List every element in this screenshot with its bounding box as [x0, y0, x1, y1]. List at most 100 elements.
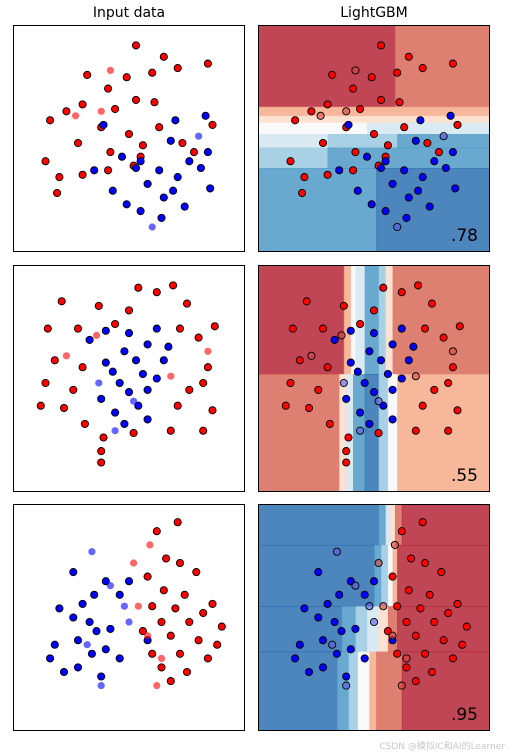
- train-point-blue: [152, 324, 161, 333]
- test-point-blue: [97, 682, 105, 690]
- train-point-red: [208, 406, 217, 415]
- train-point-red: [157, 663, 166, 672]
- train-point-blue: [430, 157, 439, 166]
- train-point-red: [175, 649, 185, 658]
- train-point-red: [453, 120, 462, 129]
- test-point-red: [72, 112, 80, 120]
- train-point-red: [129, 428, 138, 438]
- train-point-blue: [330, 335, 339, 344]
- train-point-red: [376, 41, 386, 50]
- decision-region: [258, 115, 490, 124]
- test-point-red: [153, 682, 161, 690]
- train-point-red: [94, 301, 103, 310]
- train-point-blue: [342, 394, 351, 403]
- train-point-blue: [155, 166, 164, 175]
- train-point-blue: [318, 663, 328, 672]
- train-point-blue: [69, 613, 78, 622]
- train-point-red: [416, 604, 425, 613]
- decision-region: [394, 504, 403, 546]
- train-point-blue: [101, 645, 110, 654]
- decision-boundary-1: [258, 25, 490, 252]
- input-panel-2: [13, 265, 245, 492]
- train-point-blue: [97, 672, 106, 681]
- train-point-red: [302, 297, 311, 306]
- test-point-blue: [106, 582, 114, 590]
- input-scatter-3: [46, 518, 226, 690]
- watermark: CSDN @模拟IC和AI的Learner: [379, 742, 505, 752]
- train-point-red: [152, 288, 161, 297]
- train-point-blue: [164, 342, 173, 351]
- train-point-blue: [353, 186, 362, 195]
- input-scatter-1: [41, 41, 217, 231]
- train-point-red: [462, 622, 471, 631]
- train-point-red: [180, 590, 189, 599]
- train-point-blue: [120, 419, 129, 428]
- train-point-red: [402, 663, 411, 672]
- decision-region: [343, 265, 352, 375]
- decision-region: [385, 265, 394, 375]
- train-point-blue: [97, 394, 106, 403]
- train-point-red: [99, 433, 108, 442]
- train-point-red: [351, 148, 360, 157]
- train-point-red: [434, 148, 444, 157]
- train-point-red: [325, 419, 334, 428]
- train-point-blue: [169, 186, 178, 195]
- train-point-red: [328, 70, 337, 79]
- decision-region: [355, 606, 368, 653]
- train-point-red: [124, 129, 134, 139]
- train-point-red: [97, 458, 106, 467]
- train-point-red: [418, 518, 427, 527]
- train-point-red: [208, 120, 217, 129]
- train-point-blue: [101, 577, 110, 586]
- train-point-red: [453, 406, 462, 415]
- train-point-red: [50, 356, 59, 365]
- train-point-blue: [404, 356, 413, 365]
- test-point-blue: [88, 548, 96, 556]
- train-point-red: [173, 401, 182, 410]
- train-point-blue: [196, 163, 205, 173]
- train-point-blue: [448, 148, 457, 157]
- train-point-red: [430, 385, 439, 394]
- train-point-red: [159, 52, 168, 61]
- train-point-blue: [131, 163, 141, 173]
- train-point-red: [53, 188, 62, 198]
- train-point-blue: [78, 599, 87, 608]
- train-point-red: [383, 141, 392, 150]
- train-point-red: [367, 73, 376, 82]
- train-point-blue: [381, 157, 390, 166]
- train-point-red: [69, 385, 78, 394]
- train-point-blue: [69, 568, 78, 577]
- train-point-red: [148, 602, 157, 611]
- train-point-red: [150, 98, 159, 107]
- train-point-blue: [136, 157, 145, 166]
- test-point-red: [316, 111, 325, 120]
- test-point-blue: [148, 223, 156, 231]
- train-point-red: [356, 104, 365, 114]
- train-point-blue: [446, 111, 455, 120]
- train-point-blue: [304, 667, 314, 677]
- train-point-red: [400, 123, 409, 132]
- train-point-blue: [59, 667, 69, 677]
- decision-region: [350, 265, 356, 375]
- train-point-blue: [388, 415, 397, 424]
- test-point-red: [390, 540, 399, 549]
- train-point-blue: [115, 378, 124, 388]
- test-point-red: [62, 352, 70, 360]
- train-point-red: [318, 138, 328, 148]
- input-panel-3: [13, 504, 245, 731]
- train-point-red: [111, 319, 120, 329]
- decision-region: [385, 504, 391, 546]
- model-panel-2: .55: [258, 265, 490, 492]
- train-point-blue: [136, 207, 145, 216]
- train-point-red: [427, 299, 437, 308]
- train-point-blue: [365, 419, 374, 428]
- decision-region: [258, 106, 490, 117]
- train-point-red: [185, 617, 194, 627]
- train-point-blue: [416, 116, 425, 125]
- train-point-red: [124, 306, 134, 315]
- train-point-blue: [55, 604, 64, 613]
- train-point-red: [138, 627, 147, 636]
- train-point-red: [122, 73, 131, 82]
- train-point-red: [83, 70, 92, 79]
- train-point-red: [106, 148, 115, 157]
